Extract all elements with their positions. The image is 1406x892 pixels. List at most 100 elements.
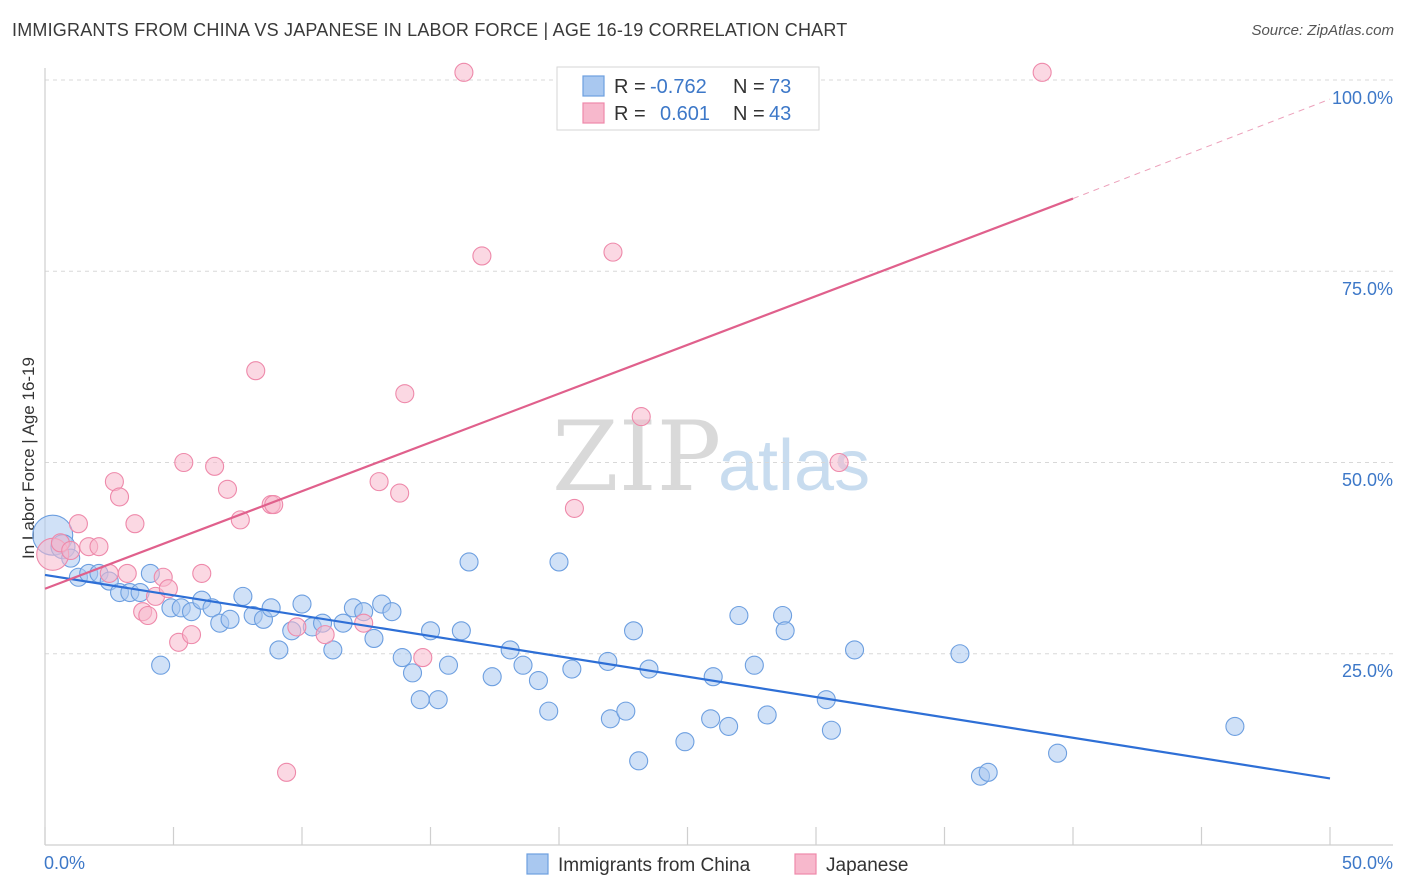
japanese-point (413, 648, 433, 668)
china-point (428, 690, 448, 710)
japanese-point (454, 62, 474, 82)
japanese-point (192, 563, 212, 583)
china-point (757, 705, 777, 725)
japanese-point (395, 384, 415, 404)
china-point (675, 732, 695, 752)
japanese-point (603, 242, 623, 262)
china-point (528, 670, 548, 691)
japanese-point (315, 625, 335, 645)
china-point (978, 762, 998, 782)
china-point (703, 667, 723, 687)
china-point (513, 655, 533, 675)
legend-bottom: Immigrants from China Japanese (526, 853, 908, 876)
china-point (323, 640, 343, 660)
china-point (562, 659, 582, 679)
legend-china-n-value: 73 (769, 76, 791, 98)
china-point (821, 720, 841, 740)
japanese-point (205, 456, 225, 476)
china-point (701, 709, 721, 729)
china-point (600, 709, 620, 729)
legend-bottom-japan-swatch (794, 853, 817, 875)
japanese-point (125, 514, 145, 534)
china-point (451, 621, 471, 641)
china-point (950, 644, 970, 664)
china-point (549, 552, 569, 572)
china-point (261, 598, 281, 618)
china-point (410, 690, 430, 710)
japanese-point (564, 498, 584, 518)
legend-china-r-value: -0.762 (650, 76, 707, 98)
japanese-point (246, 361, 266, 381)
china-point (438, 655, 459, 675)
japanese-point (117, 563, 137, 583)
legend-china-swatch (582, 75, 605, 97)
y-tick-label-25: 25.0% (1342, 661, 1393, 681)
china-point (233, 586, 253, 606)
axes (44, 68, 1393, 846)
japanese-trend-line (44, 197, 1074, 590)
japanese-point (390, 483, 410, 503)
legend-bottom-china-swatch (526, 853, 549, 875)
japanese-point (354, 613, 374, 633)
china-point (220, 609, 240, 629)
japanese-point (89, 537, 109, 557)
y-tick-label-100: 100.0% (1332, 88, 1393, 108)
japanese-trend-extension (1072, 98, 1331, 200)
trend-lines (44, 98, 1331, 780)
y-tick-label-50: 50.0% (1342, 470, 1393, 490)
china-point (292, 594, 312, 614)
china-point (539, 701, 559, 721)
china-point (1048, 743, 1068, 763)
china-point (482, 667, 502, 687)
china-point (402, 663, 423, 683)
legend-bottom-china-label: Immigrants from China (558, 855, 751, 876)
legend-japan-n-value: 43 (769, 103, 791, 125)
china-point (151, 655, 171, 675)
series-china-points (32, 514, 1245, 786)
japanese-point (68, 514, 88, 534)
china-point (459, 552, 479, 572)
japanese-point (631, 407, 651, 427)
x-tick-label-max: 50.0% (1342, 853, 1393, 873)
y-tick-label-75: 75.0% (1342, 279, 1393, 299)
china-point (364, 628, 384, 649)
legend-japan-r-value: 0.601 (660, 103, 710, 125)
japanese-point (181, 625, 202, 645)
china-point (844, 640, 865, 660)
x-tick-labels: 0.0% 50.0% (44, 853, 1393, 873)
legend-china-n-label: N = (733, 76, 765, 98)
source-label: Source: ZipAtlas.com (1251, 22, 1394, 39)
japanese-point (1032, 62, 1052, 82)
china-point (598, 651, 618, 671)
china-point (623, 621, 644, 641)
japanese-point (138, 605, 158, 626)
japanese-point (61, 540, 81, 561)
y-axis-label: In Labor Force | Age 16-19 (19, 357, 38, 559)
china-point (729, 605, 749, 626)
chart-title: IMMIGRANTS FROM CHINA VS JAPANESE IN LAB… (12, 20, 848, 40)
china-point (202, 598, 222, 618)
legend-bottom-japan-label: Japanese (826, 855, 908, 876)
china-point (392, 648, 412, 668)
china-point (269, 640, 289, 660)
y-tick-labels: 25.0% 50.0% 75.0% 100.0% (1332, 88, 1393, 681)
japanese-point (829, 452, 849, 473)
china-point (382, 602, 402, 622)
series-japanese-points (36, 62, 1052, 782)
china-point (629, 751, 649, 771)
x-tick-label-min: 0.0% (44, 853, 85, 873)
legend-china-r-label: R = (614, 76, 646, 98)
japanese-point (369, 472, 389, 492)
china-trend-line (44, 573, 1331, 780)
china-point (775, 621, 795, 641)
china-point (1225, 716, 1245, 736)
japanese-point (277, 762, 297, 782)
legend-japan-swatch (582, 102, 605, 124)
legend-top: R = -0.762 N = 73 R = 0.601 N = 43 (556, 66, 820, 131)
japanese-point (287, 617, 307, 637)
china-point (719, 716, 739, 736)
legend-japan-n-label: N = (733, 103, 765, 125)
china-point (616, 701, 636, 721)
japanese-point (174, 452, 194, 473)
